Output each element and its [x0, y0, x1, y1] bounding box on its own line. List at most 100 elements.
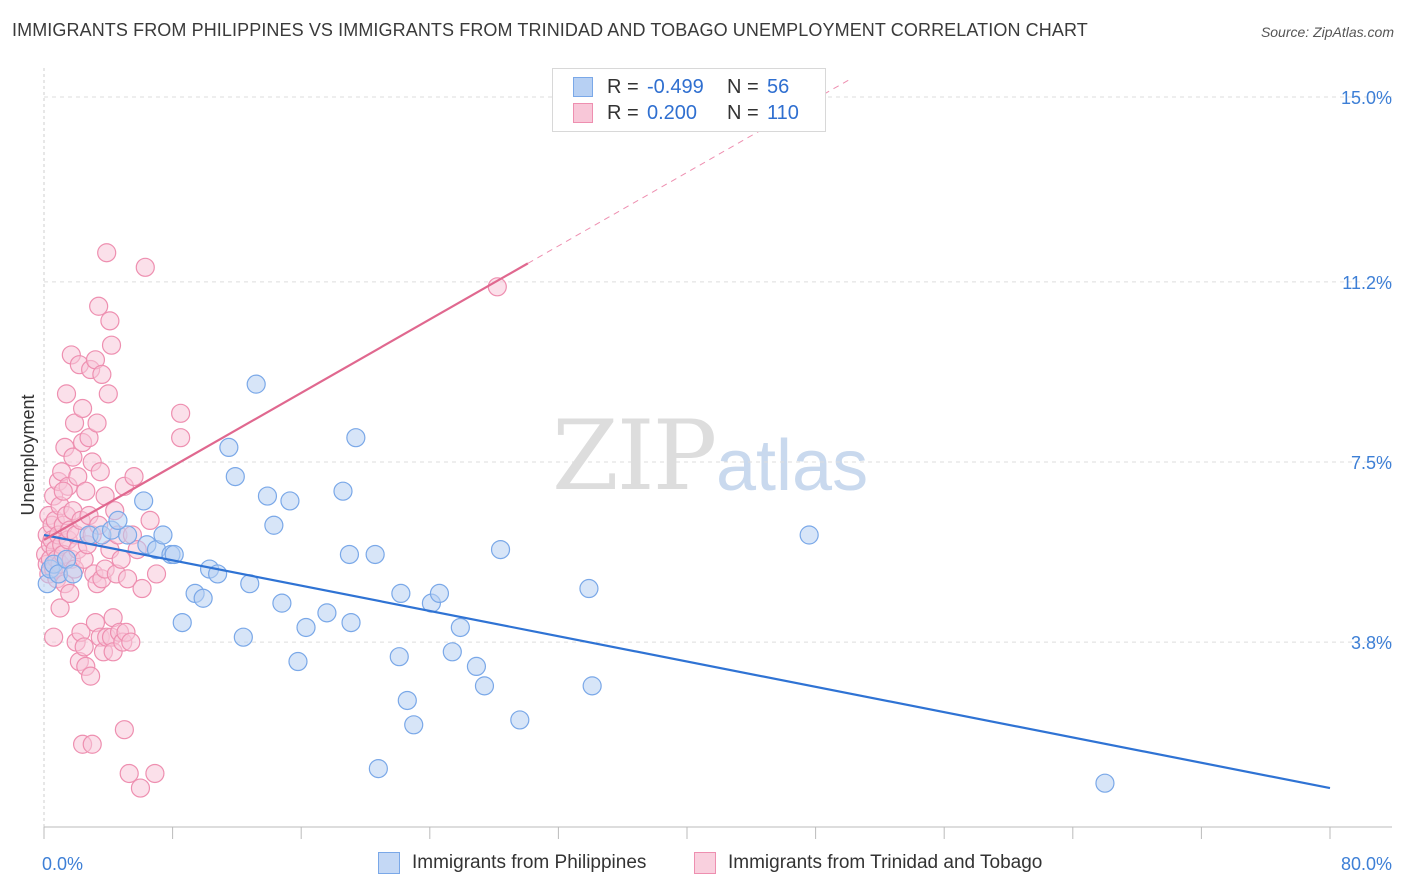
data-point-philippines: [233, 627, 253, 647]
legend-r-value: -0.499: [647, 75, 704, 98]
data-point-trinidad: [87, 413, 107, 433]
data-point-philippines: [397, 690, 417, 711]
data-point-philippines: [341, 612, 361, 633]
trend-line-trinidad: [43, 262, 529, 541]
data-point-trinidad: [68, 467, 88, 487]
data-point-philippines: [219, 437, 239, 457]
data-point-trinidad: [135, 257, 155, 277]
data-point-trinidad: [100, 311, 120, 331]
data-point-philippines: [108, 510, 128, 531]
data-point-philippines: [296, 617, 316, 638]
legend-n-label: N =: [727, 101, 759, 124]
data-point-trinidad: [89, 296, 109, 316]
legend-label-trinidad: Immigrants from Trinidad and Tobago: [728, 852, 1043, 873]
legend-n-value: 56: [767, 75, 790, 98]
data-point-philippines: [365, 544, 385, 565]
legend-r-label: R =: [607, 75, 639, 98]
legend-row-trinidad: R = 0.200 N = 110: [573, 101, 799, 125]
y-axis-title: Unemployment: [18, 394, 38, 515]
data-point-philippines: [63, 564, 83, 584]
y-tick-label: 3.8%: [1351, 633, 1392, 653]
data-point-trinidad: [145, 763, 165, 784]
legend-item-trinidad: Immigrants from Trinidad and Tobago: [694, 852, 1042, 874]
grid-lines: [44, 96, 1392, 643]
x-tick-label: 80.0%: [1341, 854, 1392, 874]
data-point-trinidad: [82, 734, 102, 754]
data-point-philippines: [466, 656, 487, 677]
y-tick-label: 11.2%: [1342, 273, 1392, 293]
data-point-trinidad: [98, 384, 118, 404]
chart-title: IMMIGRANTS FROM PHILIPPINES VS IMMIGRANT…: [12, 20, 1088, 40]
data-point-philippines: [510, 710, 530, 730]
data-point-philippines: [404, 715, 424, 735]
data-point-philippines: [490, 539, 511, 560]
data-point-trinidad: [63, 447, 83, 467]
data-point-trinidad: [171, 428, 191, 448]
data-point-philippines: [474, 676, 495, 696]
legend-n-label: N =: [727, 75, 759, 98]
data-point-philippines: [117, 525, 138, 545]
data-point-philippines: [450, 617, 470, 638]
data-point-trinidad: [114, 720, 134, 740]
y-tick-label: 7.5%: [1351, 453, 1392, 473]
data-point-philippines: [582, 676, 602, 696]
data-point-trinidad: [44, 627, 64, 647]
legend-item-philippines: Immigrants from Philippines: [378, 852, 646, 874]
legend-swatch-pink: [573, 103, 593, 123]
y-tick-label: 15.0%: [1341, 88, 1392, 108]
data-point-philippines: [246, 374, 266, 394]
legend-swatch-blue: [378, 852, 400, 874]
data-point-trinidad: [146, 564, 167, 584]
legend-n-value: 110: [767, 101, 799, 124]
data-point-philippines: [368, 758, 388, 779]
data-point-trinidad: [101, 335, 122, 355]
data-point-philippines: [389, 647, 409, 667]
data-point-trinidad: [50, 598, 70, 618]
legend-row-philippines: R = -0.499 N = 56: [573, 75, 789, 99]
legend-r-value: 0.200: [647, 101, 698, 124]
data-point-philippines: [172, 612, 192, 633]
data-point-trinidad: [119, 763, 139, 784]
trend-lines: [43, 77, 1331, 790]
data-point-philippines: [442, 642, 462, 662]
trend-line-philippines: [43, 533, 1331, 790]
data-point-trinidad: [132, 578, 152, 599]
data-point-philippines: [264, 515, 284, 535]
legend-label-philippines: Immigrants from Philippines: [412, 852, 647, 873]
data-point-philippines: [346, 428, 366, 448]
data-point-trinidad: [124, 467, 144, 487]
data-point-trinidad: [79, 428, 99, 448]
data-point-trinidad: [53, 481, 73, 501]
data-point-philippines: [799, 525, 819, 545]
data-point-philippines: [153, 525, 173, 545]
data-point-philippines: [339, 544, 360, 565]
watermark-atlas: atlas: [716, 426, 869, 506]
data-point-trinidad: [140, 510, 160, 531]
source-label: Source: ZipAtlas.com: [1260, 24, 1394, 40]
data-point-philippines: [1095, 773, 1115, 793]
series-legend: Immigrants from Philippines Immigrants f…: [0, 852, 1406, 880]
data-point-trinidad: [81, 666, 101, 686]
tick-labels: 3.8% 7.5% 11.2% 15.0% 0.0% 80.0% Unemployment: [18, 88, 1392, 874]
data-point-trinidad: [56, 384, 77, 404]
data-point-philippines: [134, 491, 154, 511]
data-point-philippines: [333, 481, 353, 501]
legend-swatch-pink: [694, 852, 716, 874]
stats-legend: R = -0.499 N = 56 R = 0.200 N = 110: [552, 68, 826, 132]
data-point-trinidad: [64, 413, 85, 433]
data-point-trinidad: [90, 462, 110, 482]
data-point-trinidad: [117, 569, 138, 589]
axes: [43, 68, 1392, 839]
data-point-philippines: [317, 603, 337, 623]
data-point-trinidad: [72, 398, 93, 419]
x-tick-label: 0.0%: [42, 854, 83, 874]
data-point-philippines: [272, 593, 292, 613]
data-point-philippines: [579, 578, 599, 599]
data-point-philippines: [391, 583, 411, 604]
data-point-philippines: [257, 486, 278, 506]
data-point-trinidad: [130, 778, 151, 798]
series-philippines-points: [37, 374, 1115, 793]
data-point-philippines: [288, 651, 308, 672]
data-point-trinidad: [97, 243, 117, 263]
